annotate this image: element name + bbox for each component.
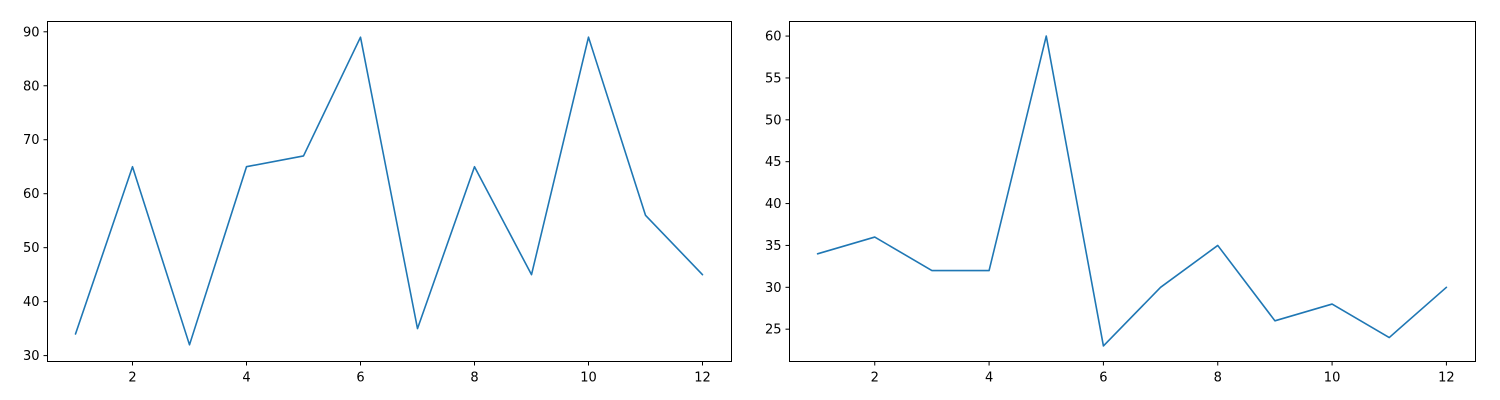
left-x-tick-label-4: 4 — [242, 371, 250, 386]
left-data-point-9 — [529, 272, 534, 277]
left-x-tick-label-2: 2 — [128, 371, 136, 386]
left-y-tick-label-50: 50 — [23, 241, 40, 256]
right-y-tick-label-60: 60 — [765, 30, 782, 45]
left-x-tick-label-8: 8 — [470, 371, 478, 386]
right-data-point-8 — [1215, 243, 1220, 248]
chart-panel-right: 2 4 6 8 10 12 25 30 35 40 45 50 55 60 — [765, 21, 1476, 386]
left-y-tick-label-80: 80 — [23, 79, 40, 94]
left-data-point-3 — [187, 342, 192, 347]
right-data-point-4 — [987, 268, 992, 273]
right-x-tick-label-6: 6 — [1099, 371, 1107, 386]
right-series-line-0 — [816, 35, 1448, 347]
left-data-point-4 — [244, 164, 249, 169]
right-y-tick-label-40: 40 — [765, 197, 782, 212]
left-x-tick-label-12: 12 — [694, 371, 711, 386]
right-data-point-10 — [1330, 302, 1335, 307]
left-x-tick-label-10: 10 — [580, 371, 597, 386]
right-data-point-9 — [1272, 318, 1277, 323]
right-y-tick-label-50: 50 — [765, 113, 782, 128]
right-y-tick-label-25: 25 — [765, 323, 782, 338]
left-data-point-8 — [472, 164, 477, 169]
right-data-point-2 — [872, 235, 877, 240]
left-y-tick-label-70: 70 — [23, 133, 40, 148]
left-data-point-11 — [643, 213, 648, 218]
left-data-point-2 — [130, 164, 135, 169]
right-x-tick-label-8: 8 — [1214, 371, 1222, 386]
right-data-point-5 — [1044, 34, 1049, 39]
left-series-line-0 — [74, 36, 704, 346]
right-x-tick-label-10: 10 — [1324, 371, 1341, 386]
left-y-tick-label-90: 90 — [23, 25, 40, 40]
right-data-point-3 — [929, 268, 934, 273]
left-data-point-6 — [358, 35, 363, 40]
right-data-point-7 — [1158, 285, 1163, 290]
left-y-tick-label-30: 30 — [23, 349, 40, 364]
right-x-tick-label-2: 2 — [871, 371, 879, 386]
right-y-tick-label-55: 55 — [765, 71, 782, 86]
left-x-tick-label-6: 6 — [356, 371, 364, 386]
right-data-point-11 — [1387, 335, 1392, 340]
left-y-tick-label-40: 40 — [23, 295, 40, 310]
left-data-point-1 — [73, 332, 78, 337]
left-data-point-5 — [301, 153, 306, 158]
right-data-point-1 — [815, 251, 820, 256]
left-data-point-10 — [586, 35, 591, 40]
left-axes-frame — [47, 21, 732, 362]
right-data-point-6 — [1101, 343, 1106, 348]
left-y-tick-label-60: 60 — [23, 187, 40, 202]
chart-panel-left: 2 4 6 8 10 12 30 40 50 60 70 80 90 — [23, 21, 732, 386]
right-y-tick-label-30: 30 — [765, 281, 782, 296]
right-data-point-12 — [1444, 285, 1449, 290]
left-data-point-7 — [415, 326, 420, 331]
left-data-point-12 — [700, 272, 705, 277]
right-y-tick-label-35: 35 — [765, 239, 782, 254]
right-y-tick-label-45: 45 — [765, 155, 782, 170]
right-x-tick-label-12: 12 — [1438, 371, 1455, 386]
right-x-tick-label-4: 4 — [985, 371, 993, 386]
right-axes-frame — [789, 21, 1476, 362]
